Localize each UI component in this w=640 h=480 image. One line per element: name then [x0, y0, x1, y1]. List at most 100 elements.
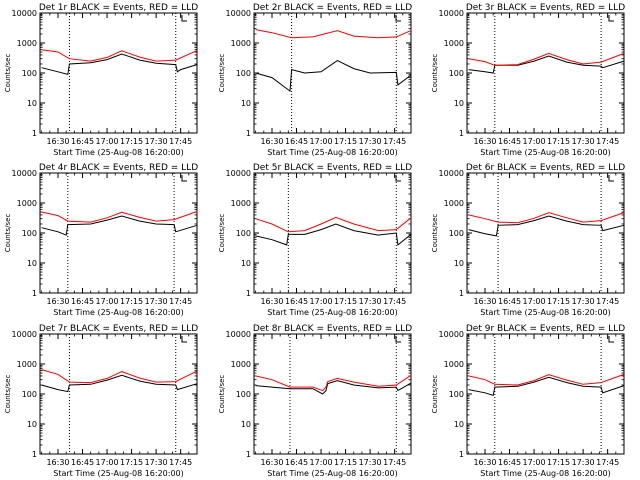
x-tick-label: 17:15	[120, 297, 143, 306]
x-tick-label: 17:00	[310, 458, 333, 467]
panel-title: Det 5r BLACK = Events, RED = LLD	[253, 163, 412, 173]
y-axis-label: Counts/sec	[218, 54, 226, 93]
series-line	[468, 376, 625, 397]
series-line	[255, 380, 412, 395]
y-tick-label: 1	[459, 289, 464, 298]
x-tick-label: 16:45	[498, 137, 521, 146]
x-axis-label: Start Time (25-Aug-08 16:20:00)	[53, 148, 184, 157]
x-tick-label: 17:45	[169, 297, 192, 306]
y-tick-label: 1	[246, 289, 251, 298]
series-line	[41, 211, 198, 223]
y-tick-label: 10000	[439, 169, 464, 178]
legend-marker-icon	[181, 175, 187, 182]
y-tick-label: 10	[241, 259, 251, 268]
x-tick-label: 17:00	[310, 297, 333, 306]
x-tick-label: 17:45	[169, 137, 192, 146]
y-tick-label: 100	[236, 69, 251, 78]
legend-marker-icon	[395, 336, 401, 343]
x-tick-label: 17:30	[359, 137, 382, 146]
y-tick-label: 10	[241, 420, 251, 429]
x-axis-label: Start Time (25-Aug-08 16:20:00)	[53, 308, 184, 317]
plot-frame	[253, 172, 412, 294]
y-tick-label: 100	[449, 229, 464, 238]
panel-title: Det 9r BLACK = Events, RED = LLD	[466, 324, 625, 334]
x-tick-label: 17:45	[596, 458, 619, 467]
x-tick-label: 17:45	[383, 137, 406, 146]
series-line	[255, 223, 412, 246]
legend-marker-icon	[181, 336, 187, 343]
x-tick-label: 17:30	[359, 458, 382, 467]
y-axis-label: Counts/sec	[431, 375, 439, 414]
x-tick-label: 17:15	[547, 458, 570, 467]
y-tick-label: 10	[27, 99, 37, 108]
y-tick-label: 10000	[226, 330, 251, 339]
panel-title: Det 3r BLACK = Events, RED = LLD	[466, 3, 625, 13]
x-axis-label: Start Time (25-Aug-08 16:20:00)	[267, 469, 398, 478]
y-tick-label: 1	[32, 289, 37, 298]
plot-frame	[39, 333, 198, 455]
x-tick-label: 17:15	[120, 137, 143, 146]
detector-panel: Det 3r BLACK = Events, RED = LLD 1 10 100 10…	[431, 3, 625, 157]
x-tick-label: 17:15	[120, 458, 143, 467]
y-tick-label: 10	[454, 99, 464, 108]
plot-frame	[466, 172, 625, 294]
x-tick-label: 17:45	[383, 297, 406, 306]
panel-title: Det 4r BLACK = Events, RED = LLD	[39, 163, 198, 173]
detector-panel: Det 1r BLACK = Events, RED = LLD 1 10 100 10…	[4, 3, 198, 157]
x-tick-label: 17:00	[96, 137, 119, 146]
y-tick-label: 10	[454, 420, 464, 429]
series-line	[255, 29, 412, 39]
legend-marker-icon	[608, 336, 614, 343]
x-axis-label: Start Time (25-Aug-08 16:20:00)	[480, 308, 611, 317]
series-line	[255, 374, 412, 392]
x-tick-label: 16:45	[285, 137, 308, 146]
y-tick-label: 10	[27, 259, 37, 268]
y-tick-label: 1000	[444, 39, 464, 48]
y-tick-label: 10000	[439, 9, 464, 18]
x-tick-label: 17:00	[310, 137, 333, 146]
x-tick-label: 16:30	[260, 458, 283, 467]
y-tick-label: 10000	[439, 330, 464, 339]
x-tick-label: 17:15	[547, 297, 570, 306]
x-tick-label: 17:15	[334, 458, 357, 467]
series-line	[468, 212, 625, 224]
y-tick-label: 1000	[231, 199, 251, 208]
panel-title: Det 8r BLACK = Events, RED = LLD	[253, 324, 412, 334]
x-tick-label: 16:45	[285, 458, 308, 467]
x-tick-label: 16:45	[71, 458, 94, 467]
x-tick-label: 17:30	[145, 297, 168, 306]
y-axis-label: Counts/sec	[431, 54, 439, 93]
x-axis-label: Start Time (25-Aug-08 16:20:00)	[53, 469, 184, 478]
plot-frame	[253, 333, 412, 455]
legend-marker-icon	[395, 15, 401, 22]
y-tick-label: 10	[241, 99, 251, 108]
detector-panel: Det 6r BLACK = Events, RED = LLD 1 10 100 10…	[431, 163, 625, 317]
x-tick-label: 17:45	[596, 297, 619, 306]
series-line	[468, 373, 625, 386]
x-tick-label: 17:30	[572, 458, 595, 467]
x-tick-label: 17:30	[145, 137, 168, 146]
legend-marker-icon	[608, 15, 614, 22]
x-tick-label: 16:45	[71, 297, 94, 306]
x-tick-label: 17:45	[169, 458, 192, 467]
y-axis-label: Counts/sec	[218, 375, 226, 414]
x-tick-label: 17:00	[523, 137, 546, 146]
panel-title: Det 2r BLACK = Events, RED = LLD	[253, 3, 412, 13]
x-tick-label: 16:30	[473, 458, 496, 467]
x-tick-label: 16:30	[473, 137, 496, 146]
y-tick-label: 1000	[231, 360, 251, 369]
y-tick-label: 100	[236, 229, 251, 238]
detector-panel: Det 4r BLACK = Events, RED = LLD 1 10 100 10…	[4, 163, 198, 317]
y-tick-label: 1000	[444, 199, 464, 208]
x-tick-label: 16:45	[498, 297, 521, 306]
x-tick-label: 17:45	[383, 458, 406, 467]
y-tick-label: 1	[459, 450, 464, 459]
panel-title: Det 7r BLACK = Events, RED = LLD	[39, 324, 198, 334]
panel-title: Det 1r BLACK = Events, RED = LLD	[39, 3, 198, 13]
x-tick-label: 16:30	[260, 137, 283, 146]
y-tick-label: 10000	[12, 169, 37, 178]
series-line	[468, 215, 625, 237]
x-tick-label: 16:45	[285, 297, 308, 306]
y-tick-label: 10000	[12, 9, 37, 18]
x-axis-label: Start Time (25-Aug-08 16:20:00)	[267, 308, 398, 317]
